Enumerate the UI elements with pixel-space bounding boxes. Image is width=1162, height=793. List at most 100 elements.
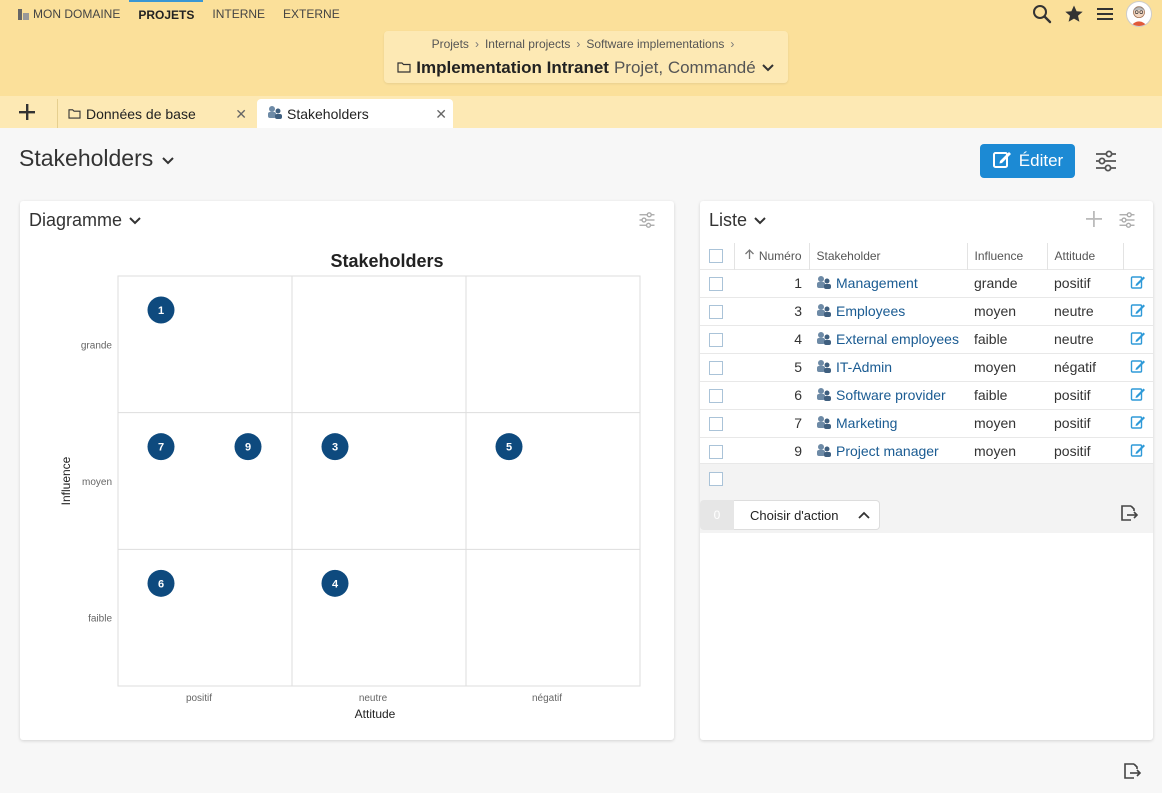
- stakeholder-icon: [816, 331, 832, 348]
- column-header-numero[interactable]: Numéro: [734, 243, 810, 269]
- row-actions: [1123, 408, 1153, 437]
- table-row[interactable]: 5 IT-Admin moyen négatif: [700, 352, 1153, 381]
- table-row[interactable]: 1 Management grande positif: [700, 268, 1153, 297]
- tab-stakeholders[interactable]: Stakeholders ✕: [257, 99, 453, 128]
- chart-point-label: 3: [332, 442, 338, 454]
- breadcrumb-item[interactable]: Software implementations: [586, 37, 725, 51]
- nav-item-interne[interactable]: INTERNE: [203, 0, 274, 28]
- object-name: Implementation Intranet: [416, 58, 609, 77]
- nav-item-projets[interactable]: PROJETS: [129, 0, 204, 28]
- stakeholder-chart: Stakeholders positif neutre négatif faible mo…: [59, 251, 641, 721]
- table-row[interactable]: 7 Marketing moyen positif: [700, 408, 1153, 437]
- stakeholder-link[interactable]: Management: [816, 275, 918, 292]
- page-title[interactable]: Stakeholders: [19, 145, 175, 172]
- edit-icon[interactable]: [1130, 358, 1146, 377]
- chart-point-label: 7: [158, 442, 164, 454]
- export-icon[interactable]: [1119, 504, 1139, 527]
- domain-icon: [18, 8, 29, 20]
- tab-donnees-de-base[interactable]: Données de base ✕: [57, 99, 253, 128]
- list-settings-button[interactable]: [1118, 211, 1136, 234]
- stakeholder-link[interactable]: Project manager: [816, 443, 939, 460]
- chart-point-marker: [147, 569, 175, 597]
- edit-icon[interactable]: [1130, 386, 1146, 405]
- edit-button[interactable]: Éditer: [980, 144, 1075, 178]
- action-dropdown[interactable]: Choisir d'action: [734, 500, 880, 530]
- row-numero: 1: [734, 268, 809, 297]
- diagram-panel: Stakeholders positif neutre négatif faible mo…: [20, 201, 674, 740]
- nav-item-mon-domaine[interactable]: MON DOMAINE: [0, 0, 129, 28]
- add-row-button[interactable]: [1085, 210, 1103, 233]
- search-icon[interactable]: [1032, 4, 1052, 24]
- action-dropdown-label: Choisir d'action: [750, 507, 839, 523]
- action-selector[interactable]: 0 Choisir d'action: [700, 500, 880, 530]
- chart-point[interactable]: 1: [147, 296, 175, 324]
- stakeholder-link[interactable]: Employees: [816, 303, 905, 320]
- table-row[interactable]: 6 Software provider faible positif: [700, 380, 1153, 409]
- column-header-influence[interactable]: Influence: [967, 243, 1048, 269]
- stakeholder-icon: [816, 443, 832, 460]
- stakeholder-link[interactable]: Marketing: [816, 415, 897, 432]
- row-numero: 9: [734, 436, 809, 465]
- edit-icon[interactable]: [1130, 414, 1146, 433]
- star-icon[interactable]: [1064, 4, 1084, 24]
- column-header-stakeholder[interactable]: Stakeholder: [809, 243, 968, 269]
- chevron-down-icon: [753, 210, 767, 231]
- edit-button-label: Éditer: [1018, 151, 1064, 170]
- table-row[interactable]: 3 Employees moyen neutre: [700, 296, 1153, 325]
- chart-plot-area: [117, 275, 641, 687]
- x-tick-label: neutre: [359, 693, 388, 704]
- row-stakeholder: External employees: [809, 324, 967, 353]
- row-checkbox[interactable]: [709, 277, 723, 292]
- footer-checkbox[interactable]: [709, 472, 723, 486]
- row-checkbox[interactable]: [709, 417, 723, 432]
- row-actions: [1123, 352, 1153, 381]
- diagram-panel-title[interactable]: Diagramme: [29, 210, 142, 231]
- row-checkbox[interactable]: [709, 333, 723, 348]
- menu-icon[interactable]: [1096, 6, 1114, 22]
- select-all-checkbox[interactable]: [709, 249, 723, 264]
- row-checkbox[interactable]: [709, 389, 723, 404]
- row-checkbox[interactable]: [709, 445, 723, 460]
- add-tab-button[interactable]: [12, 100, 42, 124]
- chart-point[interactable]: 9: [234, 433, 262, 461]
- row-stakeholder: Employees: [809, 296, 967, 325]
- chart-point[interactable]: 3: [321, 433, 349, 461]
- row-attitude: négatif: [1047, 352, 1123, 381]
- list-panel: Liste Numéro Stakeholder Influ: [700, 201, 1153, 740]
- edit-icon[interactable]: [1130, 442, 1146, 461]
- stakeholder-link[interactable]: IT-Admin: [816, 359, 892, 376]
- chart-point[interactable]: 5: [495, 433, 523, 461]
- page-settings-button[interactable]: [1094, 149, 1118, 178]
- chart-point[interactable]: 6: [147, 569, 175, 597]
- object-title[interactable]: Implementation Intranet Projet, Commandé: [384, 58, 788, 78]
- tab-bar: Données de base ✕ Stakeholders ✕: [0, 96, 1162, 128]
- edit-icon[interactable]: [1130, 302, 1146, 321]
- breadcrumb-item[interactable]: Projets: [431, 37, 469, 51]
- stakeholder-icon: [816, 359, 832, 376]
- chart-title: Stakeholders: [330, 251, 443, 271]
- stakeholder-link[interactable]: External employees: [816, 331, 959, 348]
- list-panel-title[interactable]: Liste: [709, 210, 767, 231]
- breadcrumb-item[interactable]: Internal projects: [484, 37, 571, 51]
- row-checkbox[interactable]: [709, 305, 723, 320]
- row-actions: [1123, 324, 1153, 353]
- column-header-label: Stakeholder: [816, 248, 881, 263]
- top-actions: [1032, 0, 1152, 28]
- close-icon[interactable]: ✕: [235, 106, 247, 122]
- close-icon[interactable]: ✕: [435, 106, 447, 122]
- edit-icon[interactable]: [1130, 330, 1146, 349]
- chart-point[interactable]: 7: [147, 433, 175, 461]
- nav-item-externe[interactable]: EXTERNE: [274, 0, 349, 28]
- sliders-icon: [638, 212, 656, 233]
- table-row[interactable]: 9 Project manager moyen positif: [700, 436, 1153, 465]
- export-icon[interactable]: [1122, 762, 1142, 785]
- row-numero: 3: [734, 296, 809, 325]
- chart-point[interactable]: 4: [321, 569, 349, 597]
- stakeholder-link[interactable]: Software provider: [816, 387, 946, 404]
- avatar[interactable]: [1126, 1, 1152, 27]
- row-checkbox[interactable]: [709, 361, 723, 376]
- diagram-settings-button[interactable]: [638, 211, 656, 234]
- column-header-attitude[interactable]: Attitude: [1047, 243, 1124, 269]
- edit-icon[interactable]: [1130, 274, 1146, 293]
- table-row[interactable]: 4 External employees faible neutre: [700, 324, 1153, 353]
